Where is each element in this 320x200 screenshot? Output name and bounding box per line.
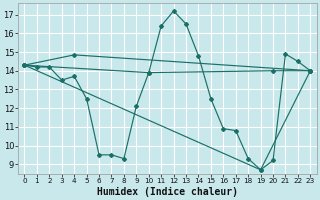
X-axis label: Humidex (Indice chaleur): Humidex (Indice chaleur): [97, 186, 238, 197]
